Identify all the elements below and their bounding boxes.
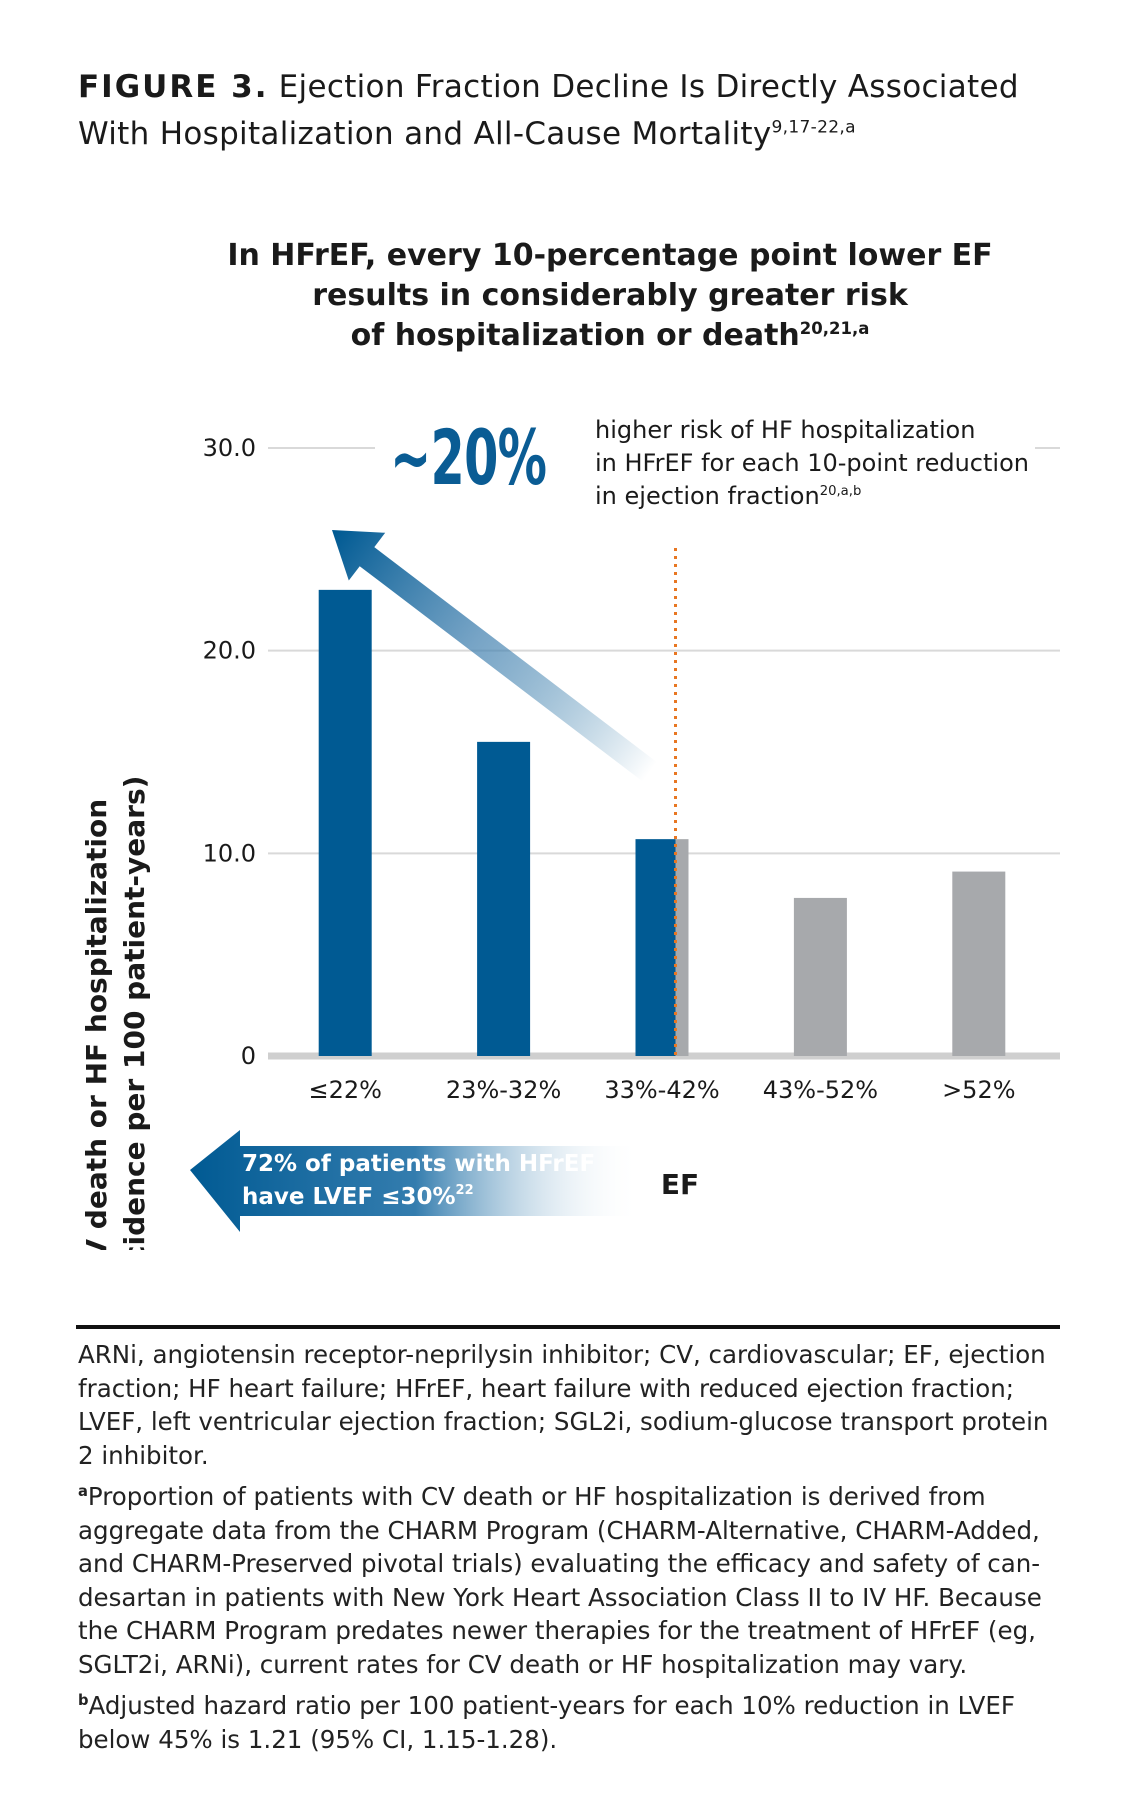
x-axis-label: EF <box>661 1168 699 1201</box>
x-category-label: ≤22% <box>308 1076 381 1104</box>
x-category-label: 43%-52% <box>763 1076 878 1104</box>
chart-heading-line3: of hospitalization or death20,21,a <box>190 316 1030 356</box>
footnote-a-mark: a <box>78 1482 88 1500</box>
bars <box>318 589 1006 1056</box>
arrow-note-line2: have LVEF ≤30%22 <box>242 1183 474 1210</box>
bar-hfref-part <box>635 839 676 1056</box>
bar <box>793 897 847 1056</box>
y-tick-labels: 0 10.0 20.0 30.0 <box>203 434 256 1070</box>
trend-arrow <box>332 530 658 782</box>
footnote-a: aProportion of patients with CV death or… <box>78 1480 1068 1681</box>
x-category-labels: ≤22% 23%-32% 33%-42% 43%-52% >52% <box>308 1076 1015 1104</box>
callout-value: ~20% <box>390 413 547 502</box>
y-tick-label: 20.0 <box>203 637 256 665</box>
footnote-abbreviations: ARNi, angiotensin receptor-neprilysin in… <box>78 1340 1049 1470</box>
figure-title-ref: 9,17-22,a <box>771 117 856 138</box>
figure-title: FIGURE 3. Ejection Fraction Decline Is D… <box>78 64 1078 158</box>
footnotes: ARNi, angiotensin receptor-neprilysin in… <box>78 1338 1068 1764</box>
chart-heading-line1: In HFrEF, every 10-percentage point lowe… <box>227 238 993 273</box>
bar-other-part <box>675 839 689 1056</box>
footnote-b: bAdjusted hazard ratio per 100 patient-y… <box>78 1689 1068 1756</box>
footnote-b-mark: b <box>78 1691 89 1709</box>
y-axis-label: CV death or HF hospitalization (incidenc… <box>80 776 151 1250</box>
bar <box>318 589 372 1056</box>
bar <box>952 871 1006 1056</box>
footnote-b-text: Adjusted hazard ratio per 100 patient-ye… <box>78 1691 1015 1754</box>
arrow-note-text2: have LVEF ≤30% <box>242 1184 456 1210</box>
bar-chart: 0 10.0 20.0 30.0 ≤22% 23%-32% 33%-42% 43%-52% >… <box>80 434 1060 1250</box>
figure-label: FIGURE 3. <box>78 69 269 105</box>
footnote-a-text: Proportion of patients with CV death or … <box>78 1482 1042 1679</box>
callout-text3: in ejection fraction <box>595 482 820 510</box>
y-axis-label-line2: (incidence per 100 patient-years) <box>118 776 151 1250</box>
figure-title-text2: With Hospitalization and All-Cause Morta… <box>78 116 772 152</box>
callout-line2: in HFrEF for each 10-point reduction <box>595 449 1029 477</box>
x-category-label: >52% <box>942 1076 1015 1104</box>
chart-heading-line2: results in considerably greater risk <box>312 278 908 313</box>
bar <box>477 741 531 1056</box>
figure-title-line1: FIGURE 3. Ejection Fraction Decline Is D… <box>78 64 1078 111</box>
callout-ref: 20,a,b <box>819 484 862 499</box>
hfref-left-arrow <box>190 1130 640 1232</box>
chart-heading-text3: of hospitalization or death <box>350 318 800 353</box>
figure-title-text1: Ejection Fraction Decline Is Directly As… <box>278 69 1019 105</box>
arrow-note-line1: 72% of patients with HFrEF <box>242 1151 595 1177</box>
callout-text: higher risk of HF hospitalization in HFr… <box>595 414 1075 513</box>
y-tick-label: 30.0 <box>203 434 256 462</box>
y-tick-label: 10.0 <box>203 839 256 867</box>
arrow-note-ref: 22 <box>456 1183 474 1198</box>
footnote-divider <box>76 1325 1060 1329</box>
y-tick-label: 0 <box>241 1042 256 1070</box>
x-category-label: 23%-32% <box>446 1076 561 1104</box>
chart-heading-ref: 20,21,a <box>799 319 870 338</box>
callout-line1: higher risk of HF hospitalization <box>595 416 976 444</box>
callout-line3: in ejection fraction20,a,b <box>595 480 1075 513</box>
y-axis-label-line1: CV death or HF hospitalization <box>80 799 113 1250</box>
x-category-label: 33%-42% <box>604 1076 719 1104</box>
figure-title-line2: With Hospitalization and All-Cause Morta… <box>78 111 1078 158</box>
chart-heading: In HFrEF, every 10-percentage point lowe… <box>190 236 1030 356</box>
